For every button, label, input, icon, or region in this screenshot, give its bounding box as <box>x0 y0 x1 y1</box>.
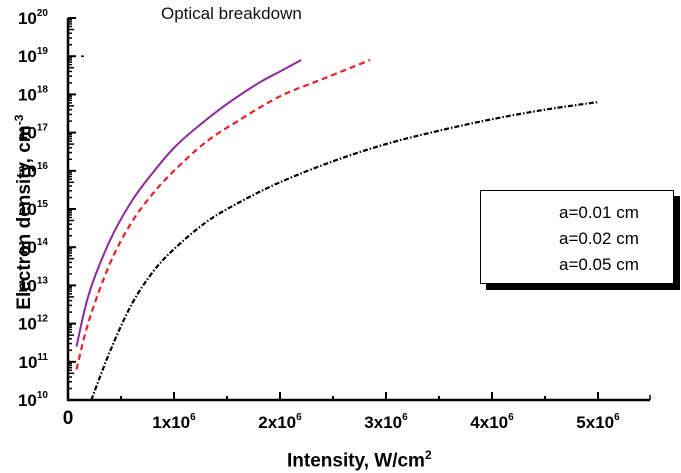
legend-item-a005: a=0.05 cm <box>493 255 639 275</box>
curve-a002cm <box>75 58 371 370</box>
curve-a001cm <box>90 100 599 401</box>
x-tick-label: 1x106 <box>152 412 196 432</box>
legend-label: a=0.02 cm <box>559 229 639 248</box>
x-axis-label-text: Intensity, W/cm <box>287 450 425 472</box>
chart-title: Optical breakdown <box>161 4 302 23</box>
x-axis-label: Intensity, W/cm2 <box>287 448 432 472</box>
y-tick-label: 1010 <box>18 390 48 410</box>
x-tick-label: 0 <box>63 408 74 429</box>
x-axis-label-sup: 2 <box>424 448 432 462</box>
data-curves <box>75 58 599 401</box>
curve-a005cm <box>75 59 302 347</box>
legend: a=0.01 cm a=0.02 cm a=0.05 cm <box>480 190 674 284</box>
y-axis-label: Electron density, cm-3 <box>12 92 36 332</box>
x-tick-label: 3x106 <box>364 412 408 432</box>
legend-item-a001: a=0.01 cm <box>493 203 639 223</box>
y-axis-label-sup: -3 <box>11 114 26 126</box>
legend-label: a=0.01 cm <box>559 203 639 222</box>
legend-item-a002: a=0.02 cm <box>493 229 639 249</box>
x-tick-label: 4x106 <box>470 412 514 432</box>
legend-label: a=0.05 cm <box>559 255 639 274</box>
y-tick-label: 1020 <box>18 8 48 28</box>
y-axis-label-text: Electron density, cm <box>14 125 36 310</box>
x-tick-label: 2x106 <box>258 412 302 432</box>
x-tick-label: 5x106 <box>576 412 620 432</box>
y-tick-label: 1011 <box>19 352 49 372</box>
y-tick-label: 1019 <box>18 46 48 66</box>
